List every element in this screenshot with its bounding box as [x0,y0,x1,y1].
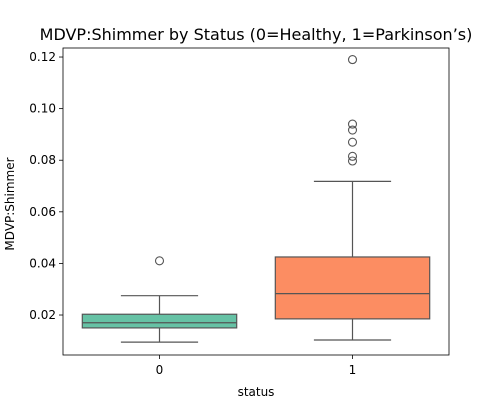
y-tick-label: 0.06 [29,205,56,219]
box-iqr [81,313,238,329]
outlier-point [347,55,358,65]
x-axis-label: status [238,385,275,399]
axes-frame [62,47,450,356]
plot-area: 0.02 0.04 0.06 0.08 0.10 0.12 0 1 [29,47,450,377]
y-tick-label: 0.12 [29,50,56,64]
outlier-point [347,119,358,129]
outlier-point [347,156,358,166]
outlier-point [154,256,165,266]
box-iqr [274,256,431,320]
y-tick-label: 0.02 [29,308,56,322]
y-axis-label: MDVP:Shimmer [3,157,17,250]
x-tick-label: 1 [349,363,357,377]
outlier-point [347,125,358,135]
chart-title: MDVP:Shimmer by Status (0=Healthy, 1=Par… [40,25,473,44]
y-tick-label: 0.10 [29,102,56,116]
outlier-point [347,137,358,147]
x-tick-label: 0 [156,363,164,377]
outlier-point [347,151,358,161]
y-tick-label: 0.04 [29,256,56,270]
y-tick-label: 0.08 [29,153,56,167]
